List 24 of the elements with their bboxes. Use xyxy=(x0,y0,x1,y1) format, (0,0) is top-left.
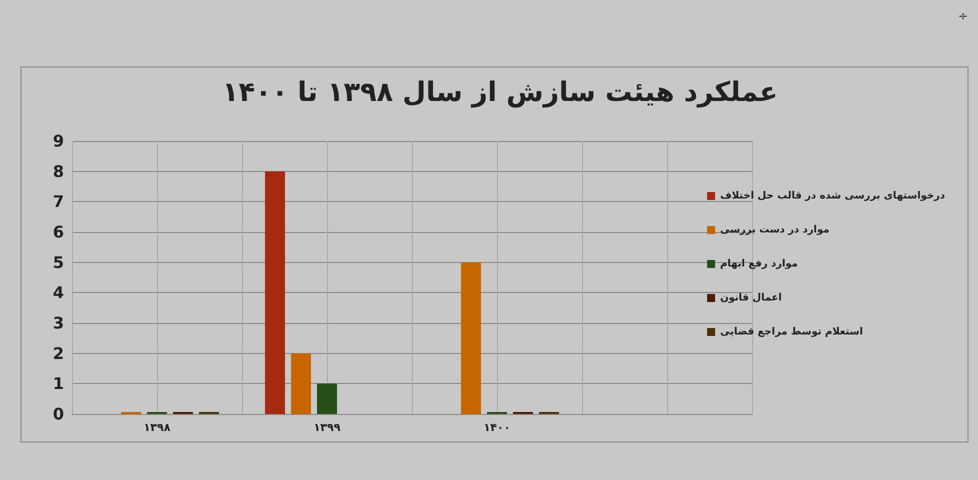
legend-label: استعلام توسط مراجع قضایی xyxy=(720,326,863,338)
y-tick-label: 2 xyxy=(52,344,64,363)
bar xyxy=(265,171,285,414)
legend-label: اعمال قانون xyxy=(720,292,782,304)
x-tick-label: ۱۳۹۹ xyxy=(314,421,341,434)
y-tick-label: 0 xyxy=(52,404,64,424)
legend-label: موارد در دست بررسی xyxy=(720,224,830,236)
y-tick-label: 6 xyxy=(52,222,64,242)
y-tick-label: 7 xyxy=(52,192,64,212)
y-tick-label: 9 xyxy=(52,132,64,150)
x-tick-label: ۱۳۹۸ xyxy=(144,421,171,434)
text: ÷ xyxy=(958,9,968,23)
y-tick-label: 1 xyxy=(52,374,64,394)
y-tick-label: 8 xyxy=(52,162,64,181)
y-tick-label: 3 xyxy=(52,314,64,332)
y-tick-label: 4 xyxy=(52,283,64,302)
y-tick-label: 5 xyxy=(52,252,64,272)
chart-title: عملکرد هیئت سازش از سال ۱۳۹۸ تا ۱۴۰۰ xyxy=(222,77,778,108)
bar xyxy=(317,384,337,414)
bar xyxy=(461,262,481,414)
legend-label: موارد رفع ابهام xyxy=(720,258,798,270)
x-tick-label: ۱۴۰۰ xyxy=(484,421,510,434)
legend-label: درخواستهای بررسی شده در قالب حل اختلاف xyxy=(720,190,946,202)
bar xyxy=(291,353,311,414)
